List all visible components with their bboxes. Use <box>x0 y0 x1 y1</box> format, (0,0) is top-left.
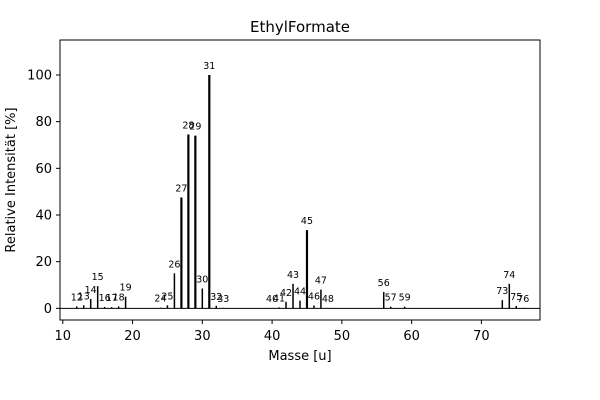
peak-label-12: 12 <box>71 292 83 303</box>
peak-label-47: 47 <box>315 276 327 287</box>
peak-label-73: 73 <box>496 286 508 297</box>
peak-label-15: 15 <box>92 272 104 283</box>
peak-label-30: 30 <box>196 275 208 286</box>
peak-label-57: 57 <box>385 293 397 304</box>
peak-label-43: 43 <box>287 270 299 281</box>
peak-label-76: 76 <box>517 294 529 305</box>
x-tick-label-40: 40 <box>264 329 281 344</box>
peak-label-26: 26 <box>168 259 180 270</box>
x-tick-label-10: 10 <box>55 329 72 344</box>
peak-label-18: 18 <box>113 292 125 303</box>
peak-label-44: 44 <box>294 287 306 298</box>
y-tick-label-80: 80 <box>35 115 52 130</box>
peak-label-17: 17 <box>106 293 118 304</box>
peak-label-74: 74 <box>503 270 515 281</box>
y-tick-label-100: 100 <box>27 69 52 84</box>
peak-label-27: 27 <box>175 184 187 195</box>
peak-label-13: 13 <box>78 291 90 302</box>
y-tick-label-40: 40 <box>35 209 52 224</box>
peak-label-29: 29 <box>189 122 201 133</box>
peak-label-42: 42 <box>280 288 292 299</box>
plot-frame <box>59 39 541 321</box>
peak-label-59: 59 <box>399 293 411 304</box>
peak-label-19: 19 <box>120 283 132 294</box>
peak-label-28: 28 <box>182 121 194 132</box>
peak-label-33: 33 <box>217 294 229 305</box>
peak-label-24: 24 <box>154 294 166 305</box>
peak-label-40: 40 <box>266 294 278 305</box>
peak-label-41: 41 <box>273 293 285 304</box>
x-tick-label-50: 50 <box>334 329 351 344</box>
peak-label-45: 45 <box>301 216 313 227</box>
x-axis-label: Masse [u] <box>268 349 331 364</box>
peak-label-56: 56 <box>378 278 390 289</box>
peak-label-16: 16 <box>99 293 111 304</box>
peak-label-25: 25 <box>161 291 173 302</box>
y-axis-label: Relative Intensität [%] <box>4 107 19 252</box>
peak-label-46: 46 <box>308 292 320 303</box>
x-tick-label-70: 70 <box>473 329 490 344</box>
chart-title: EthylFormate <box>250 18 350 36</box>
peak-label-31: 31 <box>203 61 215 72</box>
peak-label-32: 32 <box>210 292 222 303</box>
x-tick-label-20: 20 <box>124 329 141 344</box>
y-tick-label-20: 20 <box>35 255 52 270</box>
peak-label-75: 75 <box>510 292 522 303</box>
x-tick-label-30: 30 <box>194 329 211 344</box>
peak-label-48: 48 <box>322 294 334 305</box>
x-tick-label-60: 60 <box>403 329 420 344</box>
peak-label-14: 14 <box>85 285 97 296</box>
y-tick-label-60: 60 <box>35 162 52 177</box>
y-tick-label-0: 0 <box>44 302 52 317</box>
